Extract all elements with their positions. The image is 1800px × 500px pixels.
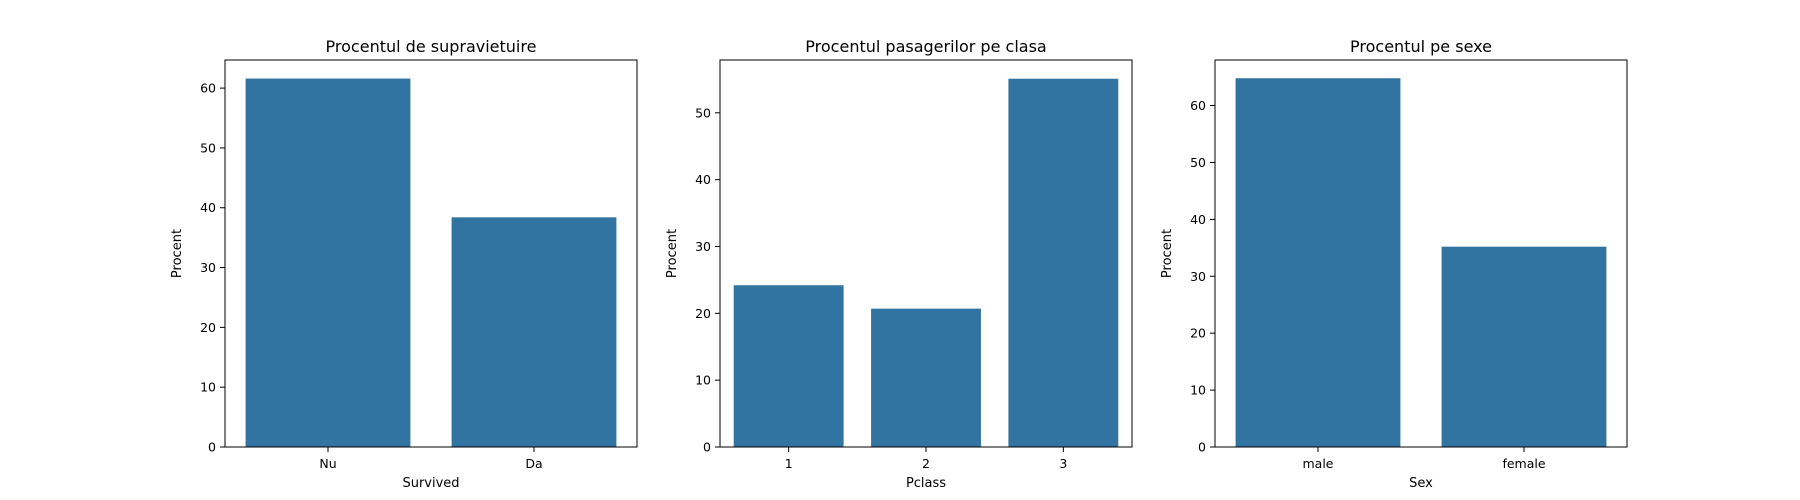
x-tick-label: 1 bbox=[785, 456, 793, 471]
y-tick-label: 10 bbox=[695, 373, 711, 388]
y-tick-label: 50 bbox=[695, 105, 711, 120]
chart-panel-2: 0 10 20 30 40 50 1 2 3 Procentul pasagerilor pe c… bbox=[665, 37, 1133, 491]
y-tick-label: 40 bbox=[200, 200, 216, 215]
y-tick-label: 60 bbox=[1190, 98, 1206, 113]
y-tick-label: 20 bbox=[200, 320, 216, 335]
y-tick-label: 0 bbox=[1198, 440, 1206, 455]
y-tick-label: 0 bbox=[703, 440, 711, 455]
y-tick-label: 30 bbox=[695, 239, 711, 254]
y-tick-label: 40 bbox=[695, 172, 711, 187]
chart-title: Procentul de supravietuire bbox=[326, 37, 537, 56]
y-tick-label: 10 bbox=[1190, 383, 1206, 398]
chart-panel-3: 0 10 20 30 40 50 60 male female Procentul pe sexe… bbox=[1160, 37, 1628, 491]
x-tick-label: female bbox=[1502, 456, 1545, 471]
x-tick-label: Da bbox=[525, 456, 542, 471]
bar-Nu bbox=[245, 78, 411, 447]
x-tick-label: 2 bbox=[922, 456, 930, 471]
chart-title: Procentul pasagerilor pe clasa bbox=[805, 37, 1046, 56]
y-tick-label: 50 bbox=[1190, 155, 1206, 170]
y-tick-label: 60 bbox=[200, 81, 216, 96]
axes-frame bbox=[224, 59, 638, 448]
y-tick-label: 30 bbox=[200, 260, 216, 275]
y-tick-label: 20 bbox=[1190, 326, 1206, 341]
x-axis-label: Pclass bbox=[906, 476, 946, 491]
y-tick-label: 0 bbox=[208, 440, 216, 455]
x-axis-label: Survived bbox=[402, 476, 459, 491]
x-tick-label: Nu bbox=[319, 456, 336, 471]
axes-frame bbox=[1214, 59, 1628, 448]
y-axis-label: Procent bbox=[665, 229, 680, 278]
x-axis-label: Sex bbox=[1409, 476, 1433, 491]
chart-panel-1: 0 10 20 30 40 50 60 Nu Da Procentul de supravietu… bbox=[170, 37, 638, 491]
bar-Da bbox=[451, 217, 617, 447]
bar-3 bbox=[1008, 78, 1119, 447]
y-tick-label: 30 bbox=[1190, 269, 1206, 284]
bar-female bbox=[1441, 246, 1607, 447]
x-tick-label: male bbox=[1303, 456, 1334, 471]
y-tick-label: 10 bbox=[200, 380, 216, 395]
y-axis-label: Procent bbox=[1160, 229, 1175, 278]
bar-male bbox=[1235, 78, 1401, 448]
y-tick-label: 40 bbox=[1190, 212, 1206, 227]
y-axis-label: Procent bbox=[170, 229, 185, 278]
x-tick-label: 3 bbox=[1059, 456, 1067, 471]
y-tick-label: 50 bbox=[200, 140, 216, 155]
bar-1 bbox=[733, 285, 844, 447]
chart-title: Procentul pe sexe bbox=[1350, 37, 1492, 56]
y-tick-label: 20 bbox=[695, 306, 711, 321]
bar-2 bbox=[871, 308, 981, 447]
